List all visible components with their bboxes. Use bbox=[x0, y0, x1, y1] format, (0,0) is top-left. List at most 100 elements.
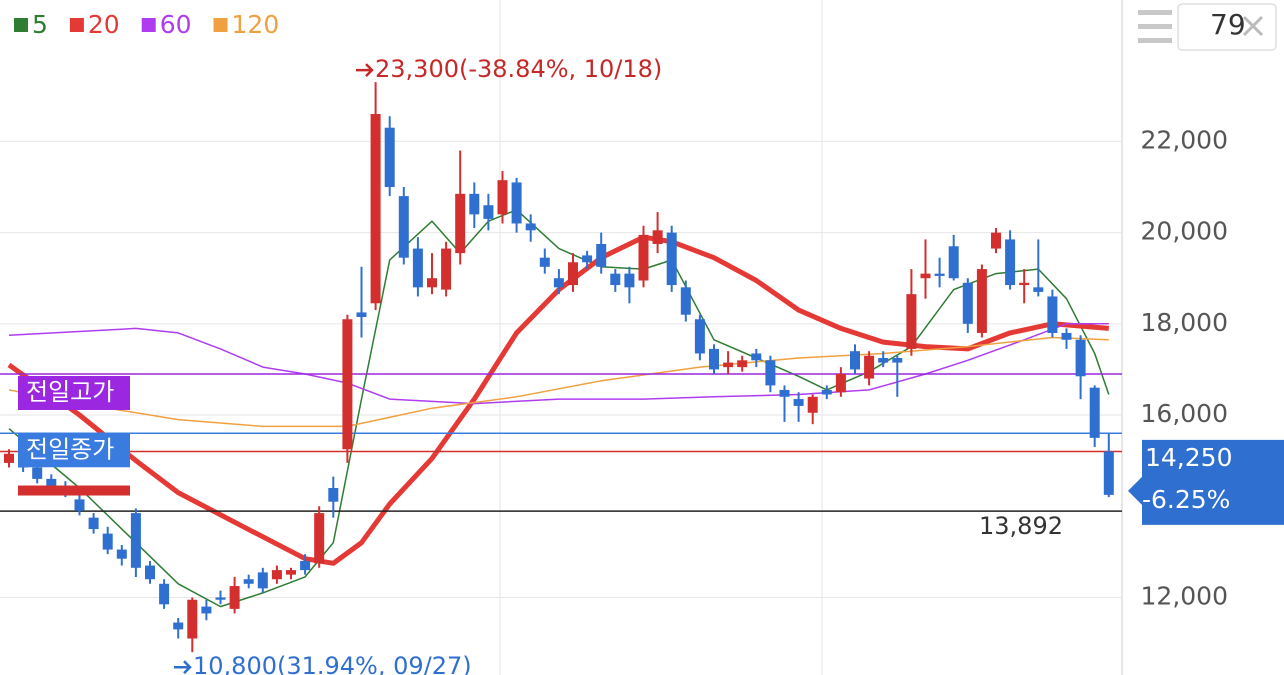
candle-body bbox=[4, 453, 14, 463]
ma-line bbox=[8, 336, 1109, 428]
menu-bar bbox=[1138, 24, 1172, 29]
candle-body bbox=[356, 312, 367, 317]
candle-body bbox=[1075, 339, 1086, 377]
low-annotation: 10,800(31.94%, 09/27) bbox=[193, 652, 472, 675]
period-input[interactable] bbox=[1177, 3, 1277, 51]
candle-body bbox=[32, 467, 43, 479]
candle-body bbox=[427, 278, 437, 288]
candle-body bbox=[694, 319, 705, 354]
candle-body bbox=[878, 358, 889, 363]
candle-body bbox=[1019, 282, 1030, 286]
clear-stroke bbox=[1242, 15, 1264, 37]
candle-body bbox=[74, 499, 85, 511]
low-line-label: 13,892 bbox=[979, 512, 1063, 540]
candle-body bbox=[807, 396, 818, 413]
y-tick-label: 12,000 bbox=[1141, 581, 1228, 610]
annotation-arrow bbox=[356, 63, 374, 77]
candle-body bbox=[835, 373, 846, 393]
candle-body bbox=[751, 353, 762, 361]
y-tick-label: 22,000 bbox=[1141, 125, 1228, 154]
ma-line bbox=[7, 234, 1110, 566]
legend-label: 120 bbox=[232, 10, 280, 39]
legend-label: 5 bbox=[32, 10, 48, 39]
reference-label: 전일종가 bbox=[26, 435, 114, 463]
candle-body bbox=[257, 572, 268, 589]
candle-body bbox=[610, 273, 621, 286]
candle-body bbox=[638, 234, 649, 281]
candle-body bbox=[666, 232, 677, 286]
candle-body bbox=[328, 488, 339, 502]
candle-body bbox=[779, 389, 790, 397]
candle-body bbox=[159, 583, 170, 605]
y-tick-label: 18,000 bbox=[1141, 308, 1228, 337]
candle-body bbox=[624, 273, 635, 288]
candle-body bbox=[568, 262, 578, 286]
menu-bar bbox=[1138, 10, 1172, 15]
y-tick-label: 20,000 bbox=[1141, 217, 1228, 246]
legend-label: 60 bbox=[160, 10, 192, 39]
period-value: 79 bbox=[1210, 8, 1246, 41]
candle-body bbox=[525, 223, 536, 231]
candle-body bbox=[553, 278, 564, 288]
candle-body bbox=[793, 399, 804, 406]
ma-line bbox=[8, 209, 1110, 608]
candle-body bbox=[314, 513, 325, 564]
reference-label-box bbox=[18, 433, 130, 468]
candle-body bbox=[906, 294, 917, 349]
candle-body bbox=[821, 389, 832, 395]
candle-body bbox=[88, 517, 99, 530]
y-tick-label: 16,000 bbox=[1141, 399, 1228, 428]
candle-body bbox=[991, 232, 1001, 249]
candle-body bbox=[342, 319, 353, 450]
candle-body bbox=[455, 193, 466, 254]
legend-label: 20 bbox=[88, 10, 120, 39]
candle-body bbox=[680, 287, 691, 315]
candle-body bbox=[934, 273, 945, 276]
reference-label: 전일고가 bbox=[26, 378, 114, 406]
candle-body bbox=[962, 282, 973, 324]
candle-body bbox=[398, 196, 409, 258]
candle-body bbox=[1005, 239, 1016, 286]
candle-body bbox=[539, 257, 550, 267]
candle-body bbox=[229, 586, 240, 609]
candle-body bbox=[116, 549, 127, 559]
candle-body bbox=[201, 606, 212, 614]
candle-body bbox=[511, 182, 522, 224]
legend-swatch bbox=[213, 18, 228, 32]
reference-label-strip bbox=[18, 485, 130, 496]
candle-body bbox=[441, 248, 452, 290]
candle-body bbox=[948, 246, 959, 279]
candle-body bbox=[243, 579, 254, 584]
candle-body bbox=[596, 244, 607, 267]
candle-body bbox=[412, 248, 423, 288]
candle-body bbox=[864, 355, 875, 379]
candle-body bbox=[469, 193, 480, 215]
candle-body bbox=[737, 360, 748, 368]
menu-bar bbox=[1138, 38, 1172, 43]
high-annotation: 23,300(-38.84%, 10/18) bbox=[375, 55, 662, 83]
candle-body bbox=[46, 478, 57, 486]
candle-body bbox=[215, 597, 226, 600]
candle-body bbox=[384, 127, 395, 187]
candle-body bbox=[173, 622, 184, 630]
candle-body bbox=[976, 269, 987, 333]
current-price: 14,250 bbox=[1145, 443, 1232, 472]
menu-icon[interactable] bbox=[1138, 10, 1172, 43]
price-tag bbox=[1128, 439, 1284, 525]
candle-body bbox=[483, 205, 494, 219]
legend-swatch bbox=[14, 18, 28, 32]
candle-body bbox=[187, 599, 198, 639]
candle-body bbox=[145, 565, 155, 580]
change-rate: -6.25% bbox=[1142, 485, 1230, 514]
candle-body bbox=[271, 570, 282, 580]
legend-swatch bbox=[69, 18, 84, 32]
candle-body bbox=[765, 360, 776, 386]
candle-body bbox=[286, 570, 296, 575]
candle-body bbox=[130, 513, 141, 568]
clear-icon[interactable] bbox=[1242, 15, 1264, 37]
candle-body bbox=[1033, 287, 1044, 292]
candle-body bbox=[1103, 451, 1114, 495]
candle-body bbox=[652, 230, 663, 245]
